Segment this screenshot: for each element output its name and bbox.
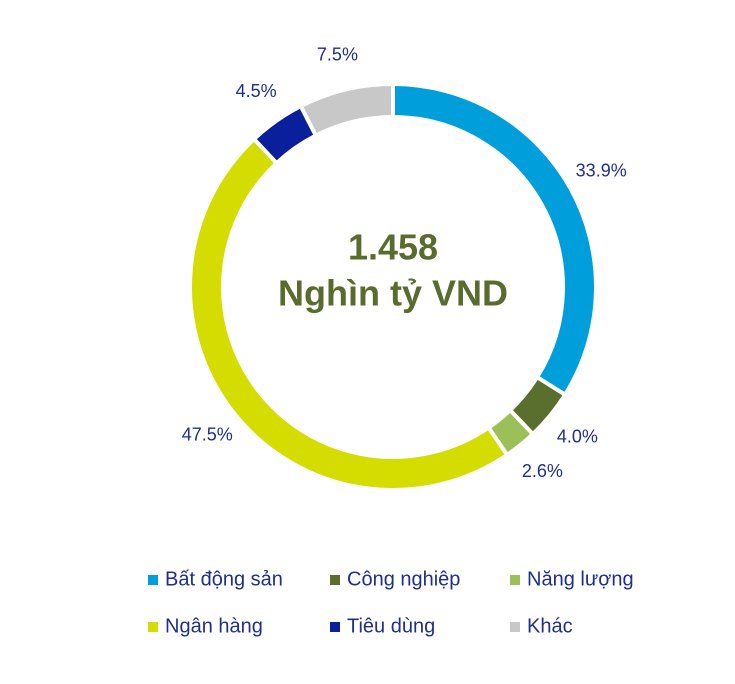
- legend-swatch: [510, 622, 520, 632]
- legend-label: Khác: [527, 615, 573, 637]
- value-label: 47.5%: [182, 425, 233, 445]
- center-value: 1.458: [348, 227, 438, 268]
- legend-label: Ngân hàng: [165, 615, 263, 637]
- donut-segment: [188, 136, 510, 492]
- legend-swatch: [148, 575, 158, 585]
- value-label: 4.5%: [236, 81, 277, 101]
- legend-label: Năng lượng: [527, 568, 634, 590]
- donut-segment: [298, 81, 395, 139]
- center-unit: Nghìn tỷ VND: [278, 273, 508, 314]
- legend-label: Tiêu dùng: [347, 615, 435, 637]
- legend-swatch: [330, 575, 340, 585]
- value-label: 33.9%: [576, 160, 627, 180]
- value-label: 7.5%: [317, 44, 358, 64]
- value-label: 2.6%: [522, 461, 563, 481]
- legend-swatch: [330, 622, 340, 632]
- legend-swatch: [510, 575, 520, 585]
- legend-label: Bất động sản: [165, 568, 283, 590]
- legend-swatch: [148, 622, 158, 632]
- legend-label: Công nghiệp: [347, 568, 460, 590]
- value-label: 4.0%: [557, 426, 598, 446]
